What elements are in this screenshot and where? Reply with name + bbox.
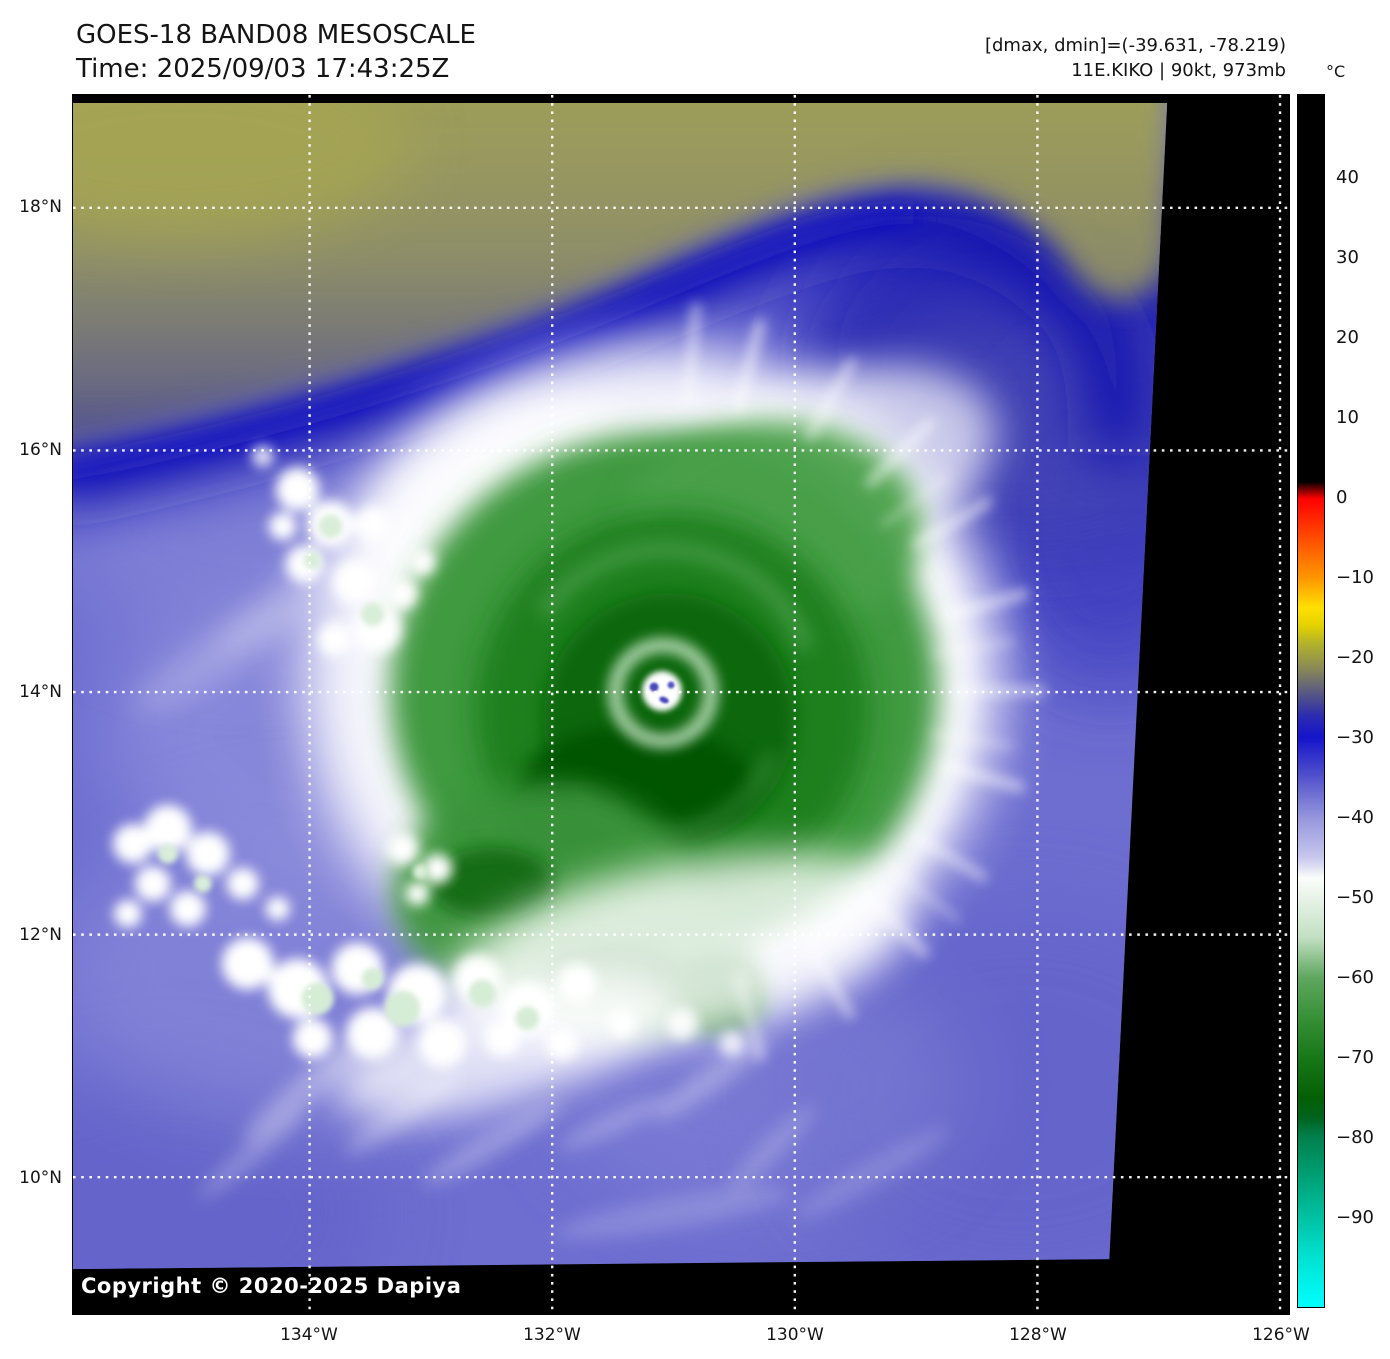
satellite-map-canvas: Copyright © 2020-2025 Dapiya — [72, 94, 1290, 1315]
latlon-gridlines — [73, 95, 1289, 1314]
title-block: GOES-18 BAND08 MESOSCALE Time: 2025/09/0… — [76, 18, 476, 86]
lon-tick-130w: 130°W — [766, 1325, 824, 1345]
cbar-tick-0: 0 — [1336, 487, 1348, 508]
lat-tick-14n: 14°N — [19, 682, 62, 702]
cbar-tick-m30: −30 — [1336, 727, 1374, 748]
colorbar-unit-label: °C — [1326, 62, 1346, 81]
cbar-tick-20: 20 — [1336, 327, 1359, 348]
lat-tick-10n: 10°N — [19, 1168, 62, 1188]
satellite-imagery — [73, 95, 1289, 1314]
lon-tick-128w: 128°W — [1009, 1325, 1067, 1345]
lon-tick-126w: 126°W — [1252, 1325, 1310, 1345]
lon-tick-132w: 132°W — [523, 1325, 581, 1345]
cbar-tick-m50: −50 — [1336, 887, 1374, 908]
lat-tick-12n: 12°N — [19, 925, 62, 945]
cbar-tick-m10: −10 — [1336, 567, 1374, 588]
cbar-tick-30: 30 — [1336, 247, 1359, 268]
cbar-tick-40: 40 — [1336, 167, 1359, 188]
temperature-colorbar — [1297, 94, 1325, 1308]
cbar-tick-m70: −70 — [1336, 1047, 1374, 1068]
dmax-dmin-readout: [dmax, dmin]=(-39.631, -78.219) — [984, 35, 1286, 56]
cbar-tick-m80: −80 — [1336, 1127, 1374, 1148]
figure-title: GOES-18 BAND08 MESOSCALE — [76, 20, 476, 50]
cbar-tick-m40: −40 — [1336, 807, 1374, 828]
lat-tick-18n: 18°N — [19, 197, 62, 217]
lat-tick-16n: 16°N — [19, 440, 62, 460]
copyright-watermark: Copyright © 2020-2025 Dapiya — [81, 1274, 462, 1298]
lon-tick-134w: 134°W — [280, 1325, 338, 1345]
cbar-tick-m60: −60 — [1336, 967, 1374, 988]
storm-intensity-readout: 11E.KIKO | 90kt, 973mb — [1071, 60, 1286, 81]
annotation-block: [dmax, dmin]=(-39.631, -78.219) 11E.KIKO… — [985, 33, 1286, 83]
cbar-tick-10: 10 — [1336, 407, 1359, 428]
cbar-tick-m90: −90 — [1336, 1207, 1374, 1228]
figure-timestamp: Time: 2025/09/03 17:43:25Z — [76, 54, 450, 84]
cbar-tick-m20: −20 — [1336, 647, 1374, 668]
